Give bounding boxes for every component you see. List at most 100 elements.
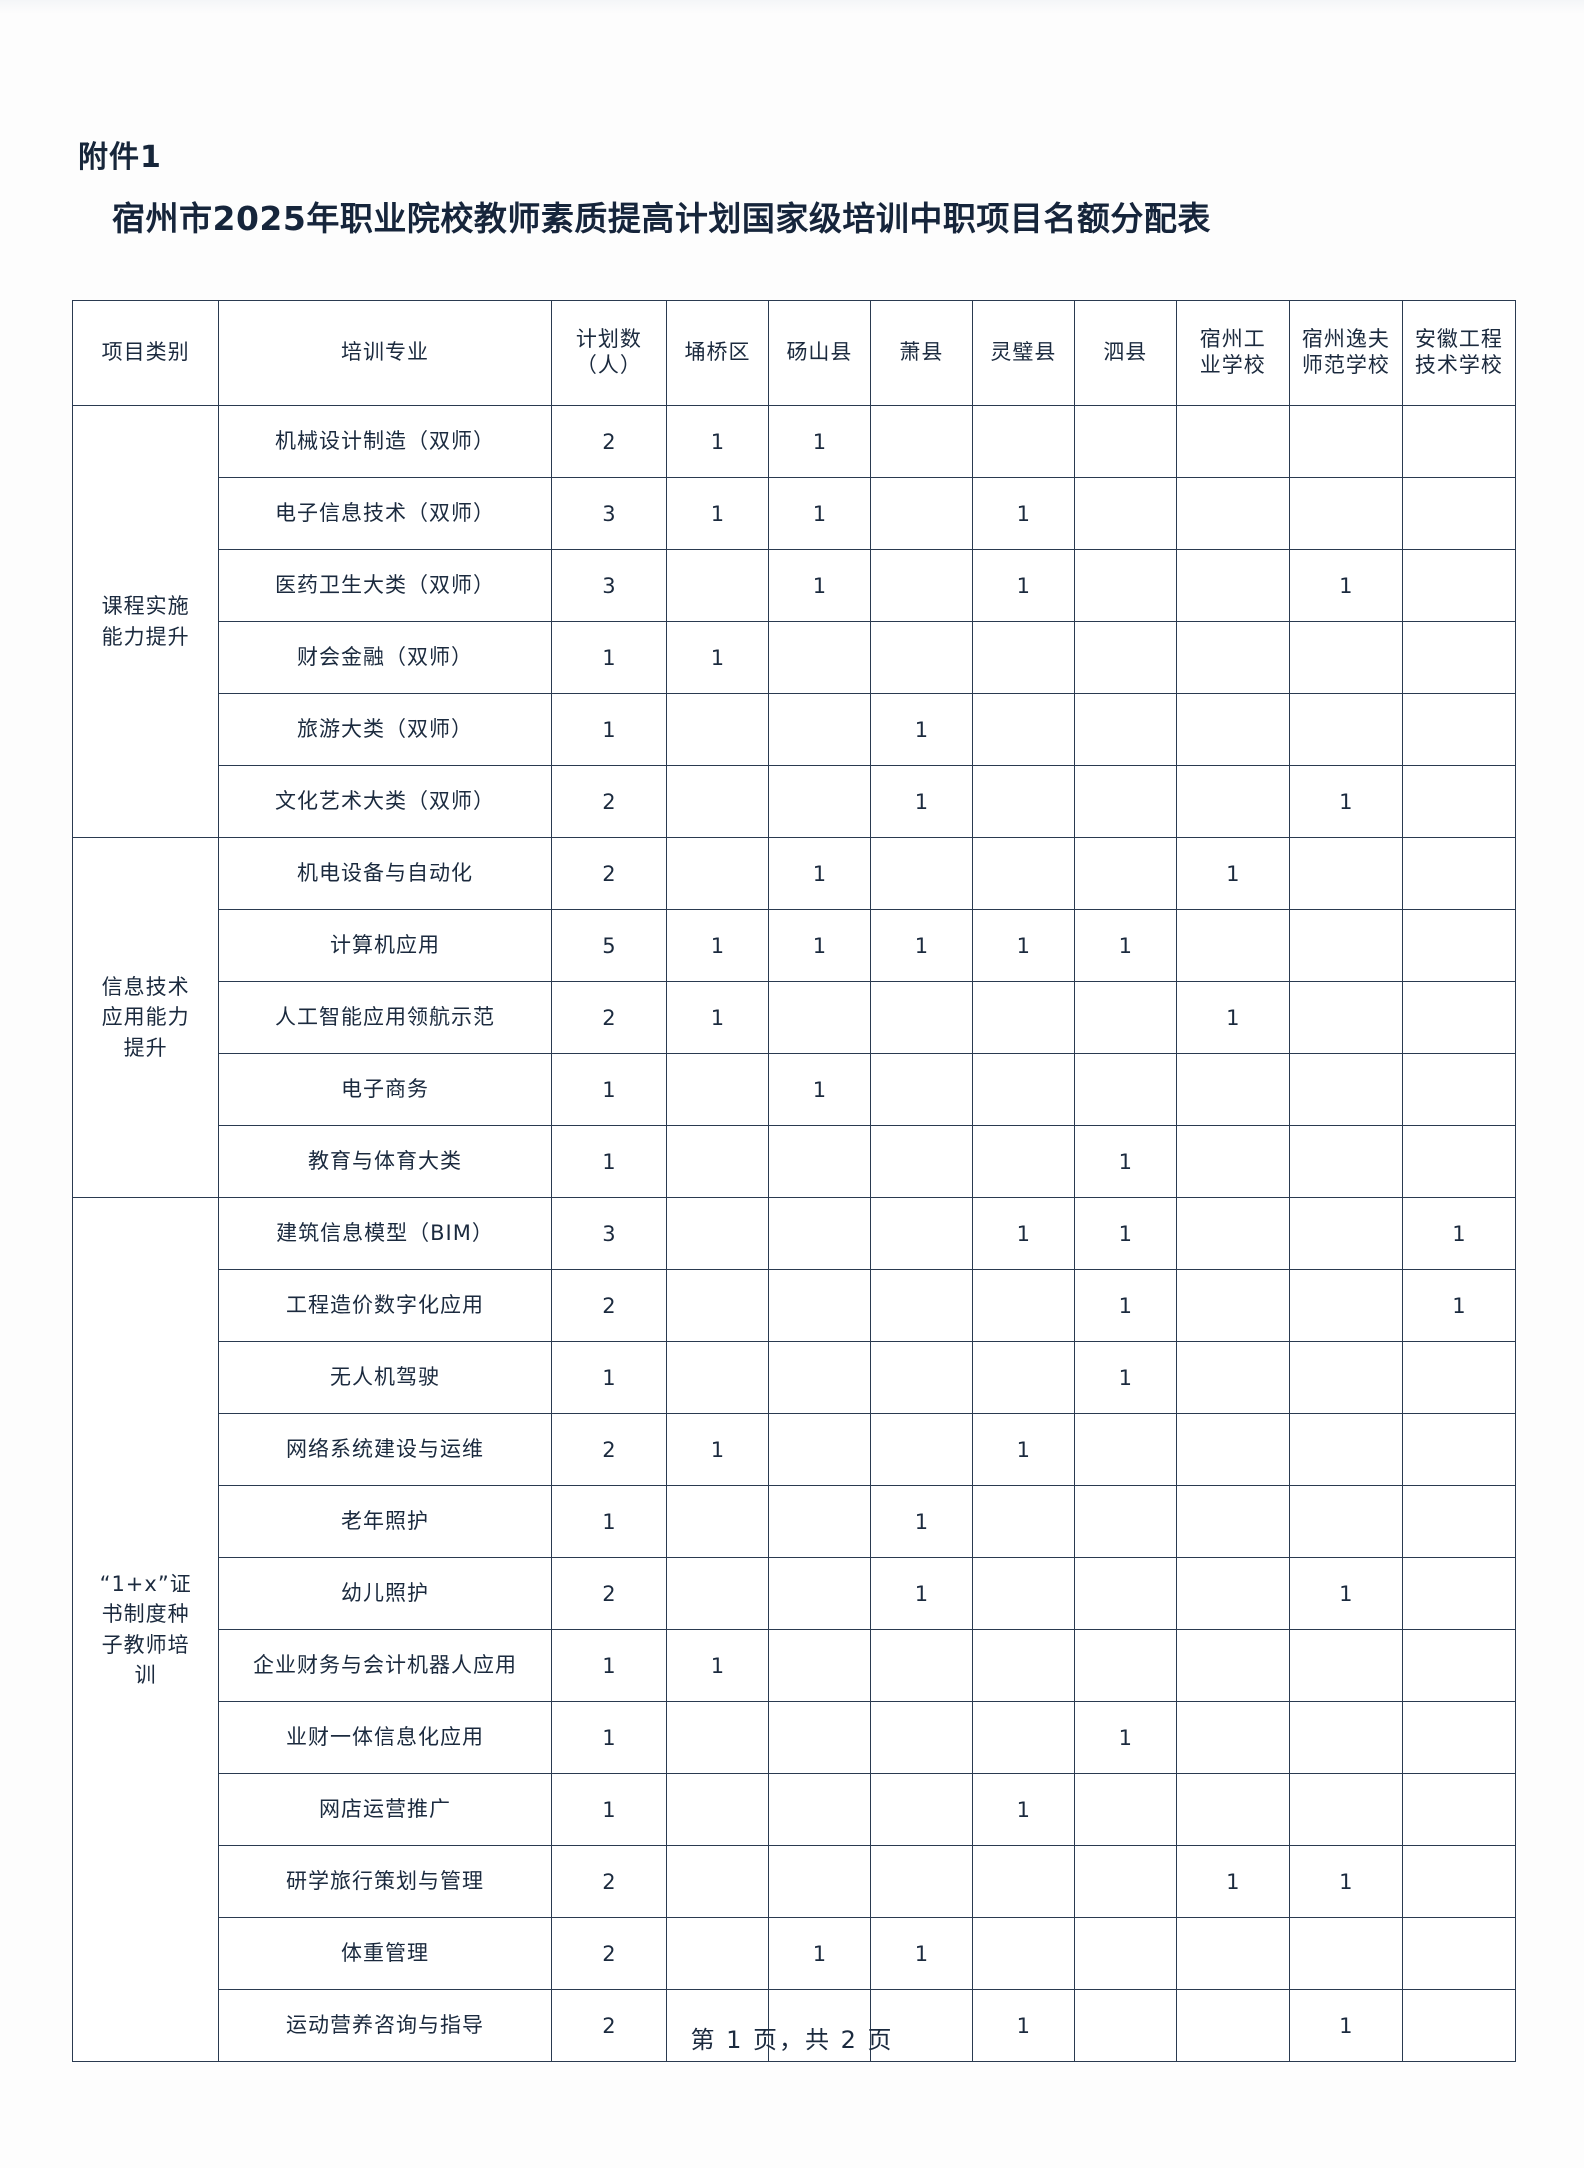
column-header-sixian: 泗县 [1073,300,1177,406]
quota-cell: 1 [971,1773,1075,1846]
quota-cell [1175,405,1290,478]
quota-cell [767,1701,871,1774]
quota-cell [1401,1413,1517,1486]
quota-cell [1288,1773,1403,1846]
quota-cell [666,837,769,910]
quota-cell [1401,1989,1517,2062]
quota-cell [1288,1629,1403,1702]
quota-cell [1401,477,1517,550]
column-header-plan-line1: 计划数 [575,327,642,352]
plan-count-cell: 3 [550,549,668,622]
quota-cell [971,1845,1075,1918]
quota-cell [767,1845,871,1918]
quota-cell: 1 [1288,1989,1403,2062]
column-header-suzhou-yifu-normal-school: 宿州逸夫 师范学校 [1288,300,1403,406]
quota-cell [666,1917,769,1990]
quota-cell [1073,405,1177,478]
quota-cell [1288,1701,1403,1774]
plan-count-cell: 1 [550,1125,668,1198]
quota-cell [869,1341,973,1414]
quota-cell [1401,765,1517,838]
quota-cell: 1 [869,1485,973,1558]
quota-cell [1401,1485,1517,1558]
quota-cell [869,837,973,910]
major-cell: 旅游大类（双师） [218,693,552,766]
major-cell: 网络系统建设与运维 [218,1413,552,1486]
quota-cell [767,1557,871,1630]
quota-cell [971,405,1075,478]
table-row: 幼儿照护 2 1 1 [73,1557,1517,1630]
quota-cell [666,1053,769,1126]
table-row: 网络系统建设与运维 2 1 1 [73,1413,1517,1486]
quota-cell [1175,1053,1290,1126]
plan-count-cell: 2 [550,1269,668,1342]
major-cell: 电子商务 [218,1053,552,1126]
quota-cell [869,1125,973,1198]
quota-cell [1401,405,1517,478]
scan-edge [0,0,1584,14]
quota-cell [1073,1845,1177,1918]
table-row: “1+x”证 书制度种 子教师培训建筑信息模型（BIM） 3 1 1 1 [71,1197,1517,2062]
quota-cell [1401,981,1517,1054]
major-cell: 体重管理 [218,1917,552,1990]
major-cell: 无人机驾驶 [218,1341,552,1414]
quota-cell [666,1197,769,1270]
quota-cell [1401,1053,1517,1126]
table-row: 信息技术 应用能力 提升 机电设备与自动化 2 1 1 [71,837,1517,1198]
quota-cell: 1 [869,693,973,766]
quota-cell [869,1197,973,1270]
quota-cell: 1 [767,909,871,982]
major-cell: 机电设备与自动化 [218,837,552,910]
quota-cell [971,1269,1075,1342]
quota-cell [869,1845,973,1918]
quota-cell [1073,477,1177,550]
quota-cell: 1 [971,1413,1075,1486]
quota-cell [1401,1917,1517,1990]
quota-cell [869,477,973,550]
major-cell: 教育与体育大类 [218,1125,552,1198]
quota-cell [971,1629,1075,1702]
table-row: 电子信息技术（双师） 3 1 1 1 [73,477,1517,550]
quota-cell [971,1053,1075,1126]
quota-cell: 1 [767,837,871,910]
table-row: 医药卫生大类（双师） 3 1 1 1 [73,549,1517,622]
quota-cell [1175,621,1290,694]
quota-cell [767,765,871,838]
major-cell: 医药卫生大类（双师） [218,549,552,622]
quota-cell [1401,1341,1517,1414]
quota-cell [666,1485,769,1558]
quota-cell [1175,1989,1290,2062]
quota-cell [1401,1845,1517,1918]
quota-cell [1288,981,1403,1054]
quota-cell [1175,693,1290,766]
quota-cell [767,1341,871,1414]
quota-cell [869,405,973,478]
quota-cell [1288,693,1403,766]
quota-cell: 1 [869,765,973,838]
quota-cell [1073,981,1177,1054]
quota-cell [767,1269,871,1342]
major-cell: 业财一体信息化应用 [218,1701,552,1774]
quota-cell [666,1557,769,1630]
plan-count-cell: 1 [550,621,668,694]
table-row: 计算机应用 5 1 1 1 1 1 [73,909,1517,982]
quota-cell [666,1845,769,1918]
quota-cell [1073,693,1177,766]
category-line: 书制度种 [101,1602,190,1627]
quota-cell [767,1485,871,1558]
quota-cell [1175,1269,1290,1342]
column-header-sch3-line1: 安徽工程 [1414,327,1503,352]
plan-count-cell: 1 [550,1701,668,1774]
quota-cell [971,765,1075,838]
quota-cell: 1 [767,405,871,478]
plan-count-cell: 1 [550,1341,668,1414]
quota-cell [767,1413,871,1486]
category-cell: 课程实施 能力提升 [71,405,220,838]
major-cell: 文化艺术大类（双师） [218,765,552,838]
quota-cell [1073,1485,1177,1558]
major-cell: 运动营养咨询与指导 [218,1989,552,2062]
quota-cell: 1 [666,1413,769,1486]
quota-cell [869,1413,973,1486]
quota-cell [1175,1485,1290,1558]
quota-cell: 1 [1288,1845,1403,1918]
